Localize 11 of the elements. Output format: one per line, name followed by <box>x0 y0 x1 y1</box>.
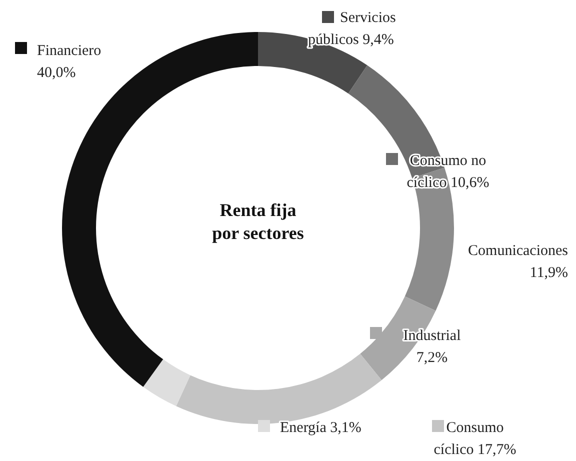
legend-label: Consumo cíclico 17,7% <box>434 420 516 458</box>
data-label: 40,0% <box>37 65 76 81</box>
data-label: 11,9% <box>530 265 568 281</box>
legend-label: Energía 3,1% <box>280 420 362 436</box>
data-label: 7,2% <box>416 350 448 366</box>
slice-label: Comunicaciones <box>468 243 568 259</box>
donut-slice <box>143 359 190 406</box>
legend-label: Financiero <box>37 43 102 59</box>
text: Renta fija por sectores <box>212 200 304 243</box>
legend-label: Industrial <box>403 328 461 344</box>
legend-label: Servicios públicos 9,4% <box>308 10 396 48</box>
